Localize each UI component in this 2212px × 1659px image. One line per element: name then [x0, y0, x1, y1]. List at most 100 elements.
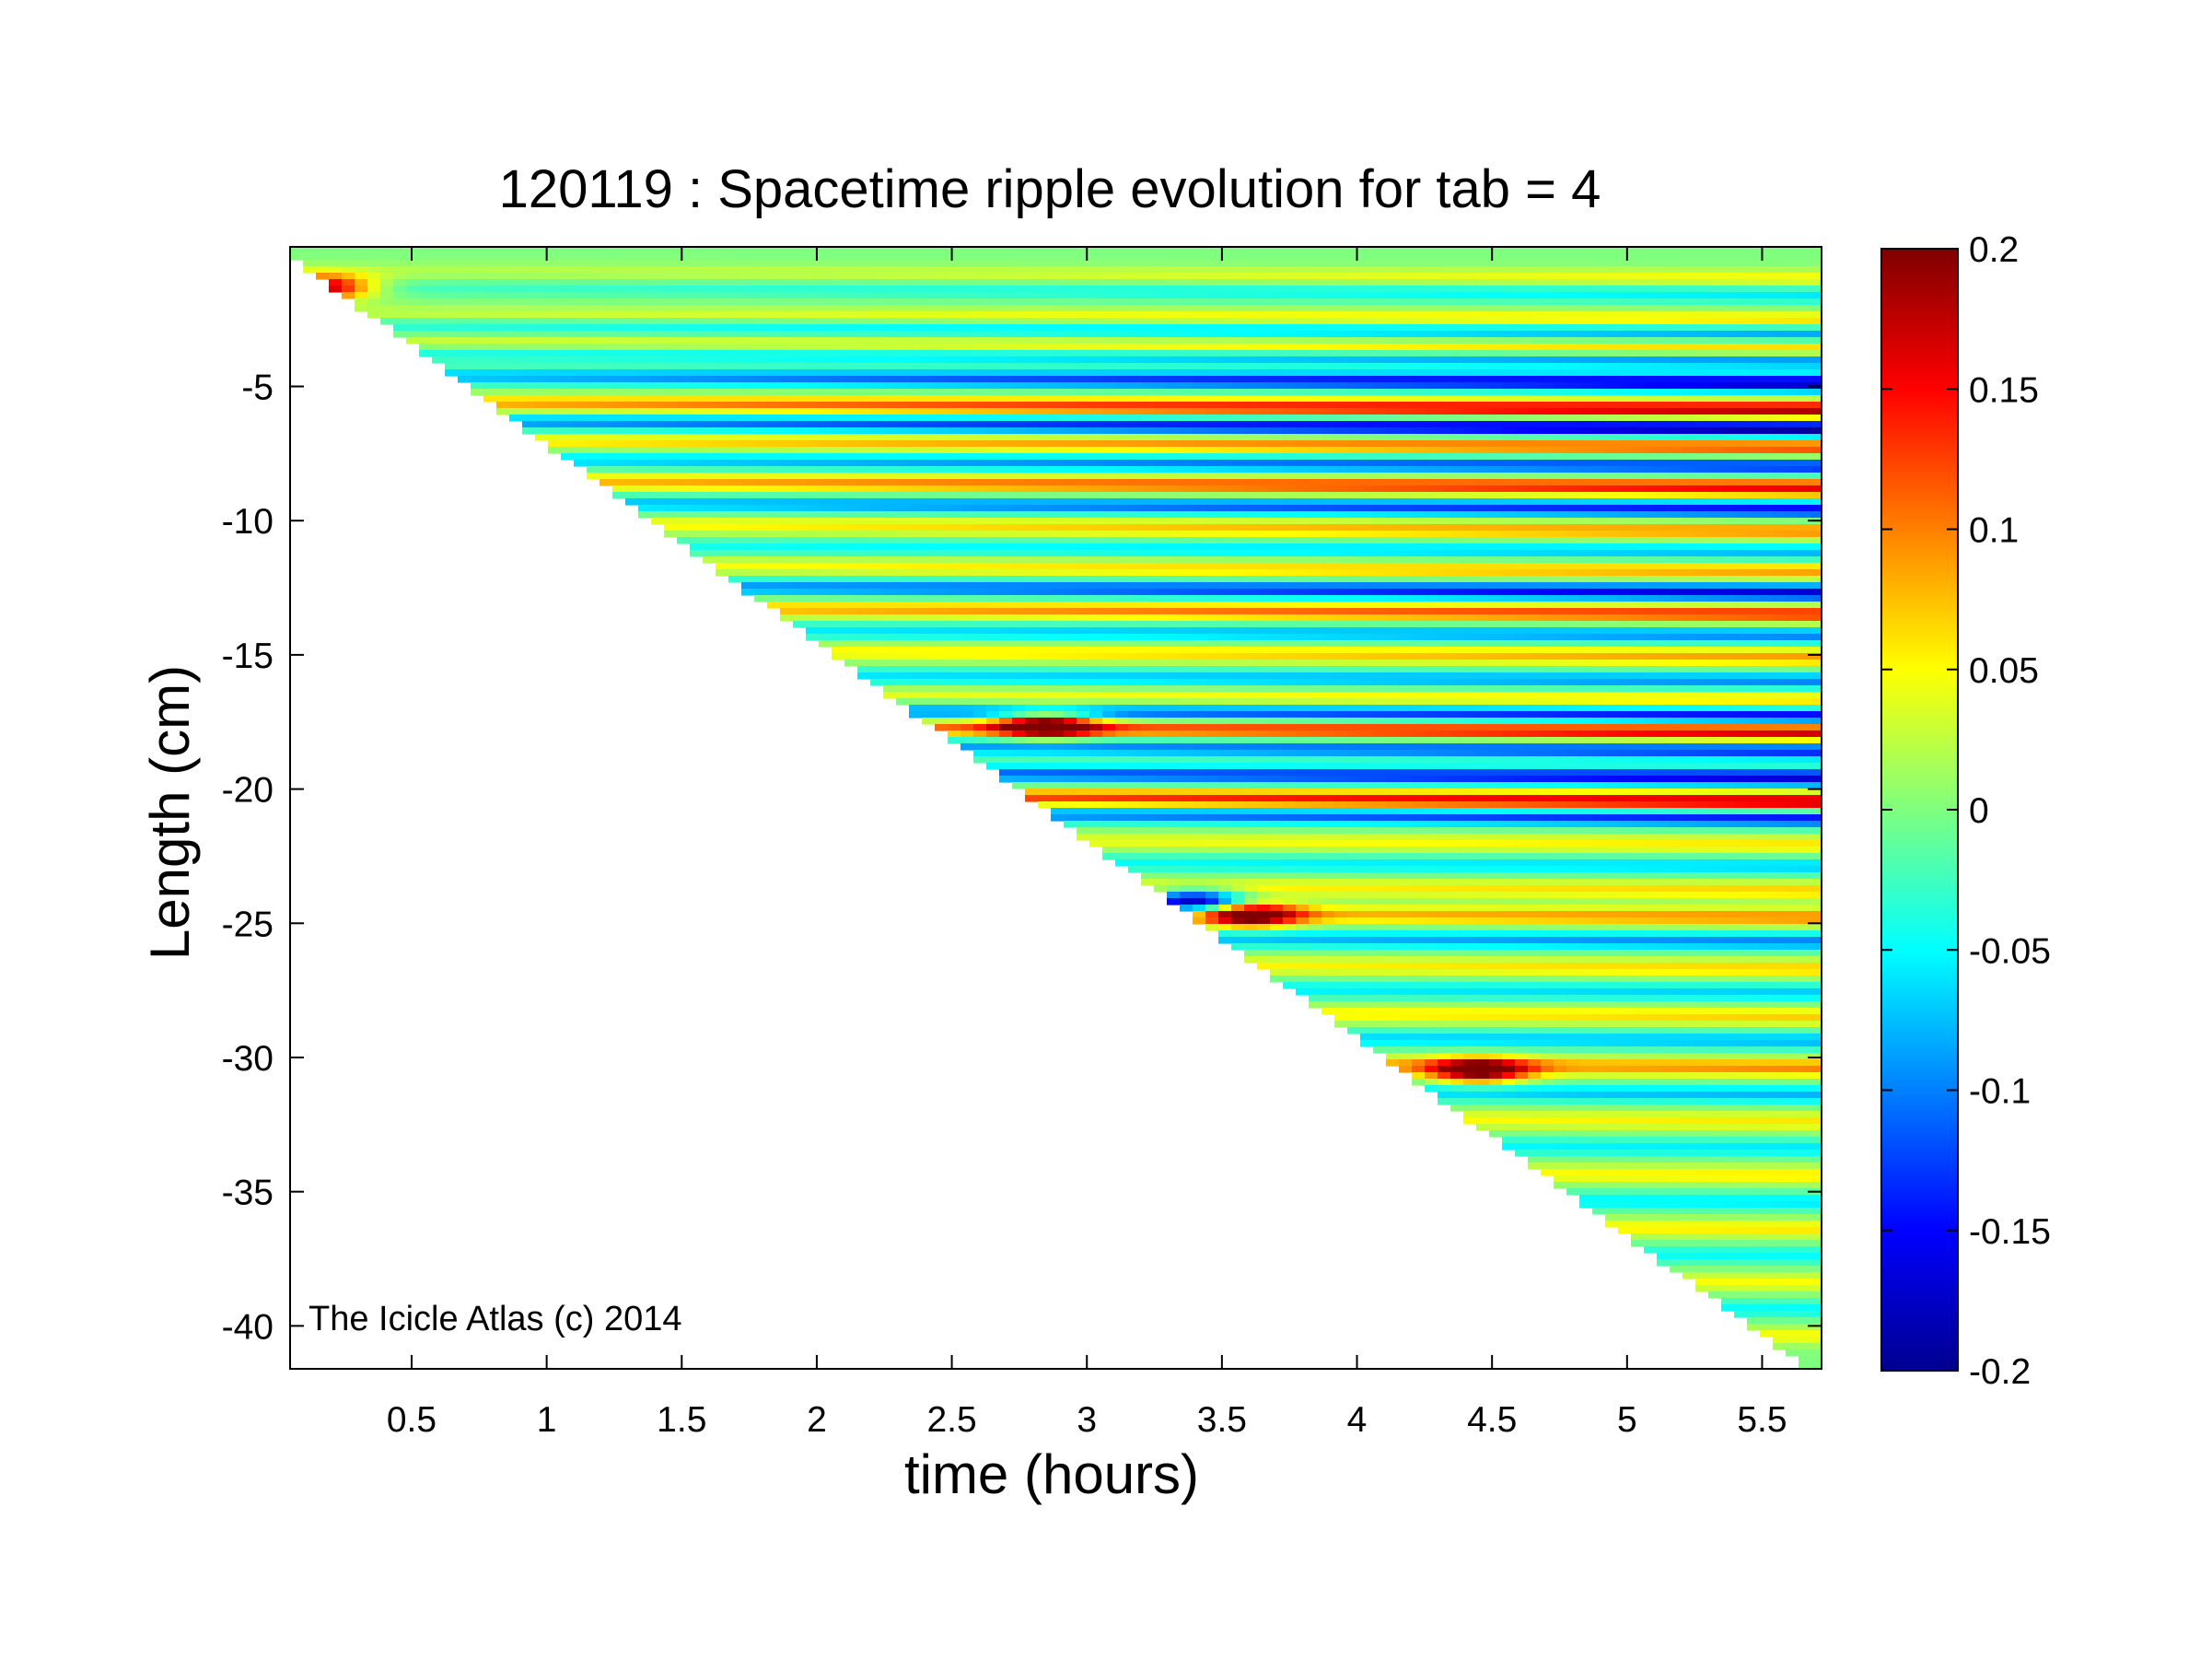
heatmap-cell: [574, 382, 588, 390]
heatmap-cell: [1115, 789, 1129, 796]
heatmap-cell: [1309, 679, 1322, 686]
heatmap-cell: [1180, 840, 1193, 847]
heatmap-cell: [1128, 847, 1142, 854]
heatmap-cell: [1321, 537, 1335, 544]
heatmap-cell: [1167, 743, 1181, 751]
heatmap-cell: [1244, 827, 1258, 835]
heatmap-cell: [690, 460, 704, 467]
heatmap-cell: [1128, 460, 1142, 467]
heatmap-cell: [587, 402, 600, 409]
heatmap-cell: [896, 363, 910, 370]
heatmap-cell: [1334, 389, 1348, 396]
heatmap-cell: [999, 737, 1013, 744]
heatmap-cell: [1141, 879, 1155, 886]
heatmap-cell: [509, 363, 523, 370]
heatmap-cell: [651, 402, 665, 409]
heatmap-cell: [1115, 453, 1129, 461]
heatmap-cell: [1167, 556, 1181, 564]
heatmap-cell: [1296, 930, 1310, 938]
heatmap-cell: [1115, 672, 1129, 680]
heatmap-cell: [1012, 356, 1026, 364]
heatmap-cell: [1193, 402, 1206, 409]
heatmap-cell: [1231, 556, 1245, 564]
heatmap-cell: [600, 473, 613, 480]
heatmap-cell: [754, 344, 768, 351]
heatmap-cell: [1077, 286, 1090, 293]
heatmap-cell: [1141, 750, 1155, 757]
heatmap-cell: [1077, 653, 1090, 660]
heatmap-cell: [986, 266, 1000, 274]
heatmap-cell: [1257, 917, 1271, 925]
heatmap-cell: [1038, 672, 1052, 680]
heatmap-cell: [1231, 376, 1245, 383]
heatmap-cell: [780, 318, 794, 325]
heatmap-cell: [380, 279, 394, 286]
heatmap-cell: [780, 537, 794, 544]
heatmap-cell: [1270, 718, 1284, 725]
heatmap-cell: [922, 550, 936, 557]
heatmap-cell: [367, 260, 381, 267]
heatmap-cell: [1296, 421, 1310, 428]
heatmap-cell: [754, 511, 768, 519]
heatmap-cell: [1077, 260, 1090, 267]
heatmap-cell: [870, 498, 884, 506]
heatmap-cell: [1193, 685, 1206, 693]
heatmap-cell: [999, 692, 1013, 699]
heatmap-cell: [703, 543, 716, 551]
heatmap-cell: [935, 647, 949, 654]
heatmap-cell: [1141, 350, 1155, 357]
heatmap-cell: [1309, 982, 1322, 989]
heatmap-cell: [857, 324, 871, 332]
heatmap-cell: [1077, 724, 1090, 731]
heatmap-cell: [1115, 311, 1129, 319]
heatmap-cell: [1154, 763, 1168, 770]
heatmap-cell: [1167, 718, 1181, 725]
heatmap-cell: [367, 286, 381, 293]
heatmap-cell: [793, 247, 807, 254]
heatmap-cell: [1051, 531, 1065, 538]
heatmap-cell: [870, 447, 884, 454]
heatmap-cell: [1309, 531, 1322, 538]
heatmap-cell: [896, 382, 910, 390]
heatmap-cell: [819, 589, 832, 596]
heatmap-cell: [973, 743, 987, 751]
heatmap-cell: [896, 589, 910, 596]
heatmap-cell: [1180, 692, 1193, 699]
heatmap-cell: [1309, 969, 1322, 976]
heatmap-cell: [896, 453, 910, 461]
heatmap-cell: [844, 543, 858, 551]
heatmap-cell: [1102, 395, 1116, 403]
heatmap-cell: [1051, 279, 1065, 286]
heatmap-cell: [832, 356, 845, 364]
heatmap-cell: [1283, 589, 1297, 596]
heatmap-cell: [1231, 827, 1245, 835]
heatmap-cell: [690, 485, 704, 493]
heatmap-cell: [1321, 582, 1335, 590]
heatmap-cell: [1283, 318, 1297, 325]
heatmap-cell: [1012, 647, 1026, 654]
heatmap-cell: [1141, 621, 1155, 628]
heatmap-cell: [1270, 569, 1284, 577]
heatmap-cell: [1115, 253, 1129, 261]
heatmap-cell: [600, 286, 613, 293]
heatmap-cell: [1270, 479, 1284, 486]
heatmap-cell: [625, 382, 639, 390]
heatmap-cell: [1257, 866, 1271, 873]
heatmap-cell: [1167, 640, 1181, 648]
heatmap-cell: [548, 408, 562, 415]
heatmap-cell: [651, 292, 665, 299]
heatmap-cell: [1051, 808, 1065, 815]
heatmap-cell: [1038, 724, 1052, 731]
heatmap-cell: [638, 402, 652, 409]
heatmap-cell: [1218, 305, 1232, 312]
heatmap-cell: [561, 376, 575, 383]
heatmap-cell: [1102, 847, 1116, 854]
heatmap-cell: [509, 305, 523, 312]
heatmap-cell: [832, 266, 845, 274]
heatmap-cell: [1038, 473, 1052, 480]
heatmap-cell: [960, 266, 974, 274]
heatmap-cell: [1102, 253, 1116, 261]
heatmap-cell: [1064, 518, 1077, 525]
heatmap-cell: [1283, 531, 1297, 538]
heatmap-cell: [1012, 498, 1026, 506]
